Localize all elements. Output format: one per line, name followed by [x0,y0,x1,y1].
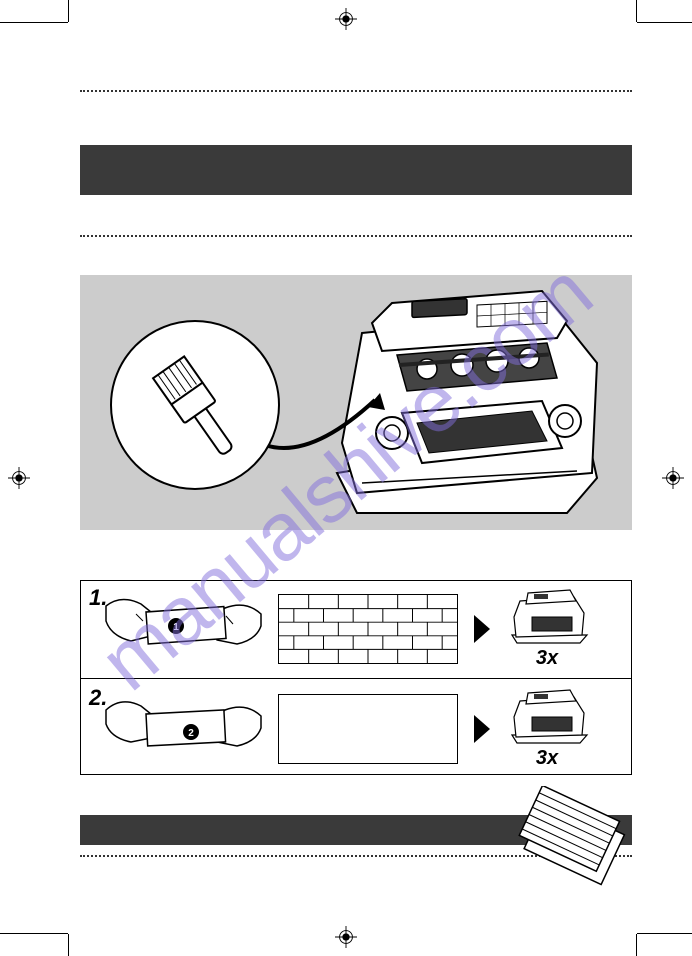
step-row-1: 1. 1 [81,581,631,676]
machine-thumb-illustration [502,687,592,745]
registration-mark-icon [8,467,30,489]
registration-mark-icon [335,926,357,948]
svg-text:1: 1 [173,622,179,633]
crop-mark [637,22,692,23]
arrow-right-icon [474,615,490,643]
brush-icon [140,345,250,465]
divider-dotted [80,235,632,237]
hands-tearing-illustration: 2 [101,686,266,771]
crop-mark [0,933,68,934]
cleaning-steps-box: 1. 1 [80,580,632,775]
repeat-count-label: 3x [536,647,558,670]
illustration-panel [80,275,632,530]
arrow-right-icon [474,715,490,743]
blank-card-icon [278,694,458,764]
step-row-2: 2. 2 3x [81,681,631,776]
crop-mark [68,934,69,956]
crop-mark [68,0,69,22]
crop-mark [636,934,637,956]
hands-tearing-illustration: 1 [101,586,266,671]
crop-mark [637,933,692,934]
divider-dotted [80,90,632,92]
step-divider [81,678,631,679]
cleaning-cards-illustration [502,786,647,896]
brick-pattern-icon [278,594,458,664]
svg-text:2: 2 [188,728,194,739]
repeat-count-label: 3x [536,747,558,770]
registration-mark-icon [662,467,684,489]
brush-callout-circle [110,320,280,490]
registration-mark-icon [335,8,357,30]
crop-mark [636,0,637,22]
section-heading-bar [80,145,632,195]
crop-mark [0,22,68,23]
machine-thumb-illustration [502,587,592,645]
